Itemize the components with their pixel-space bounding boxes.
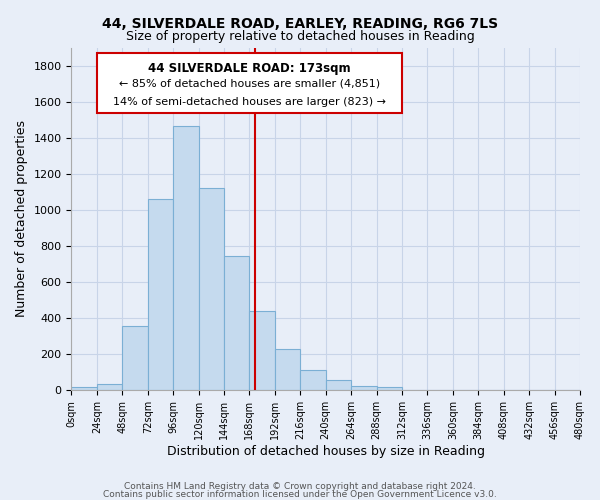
FancyBboxPatch shape [97, 53, 402, 114]
Text: Contains public sector information licensed under the Open Government Licence v3: Contains public sector information licen… [103, 490, 497, 499]
Text: 44, SILVERDALE ROAD, EARLEY, READING, RG6 7LS: 44, SILVERDALE ROAD, EARLEY, READING, RG… [102, 18, 498, 32]
Bar [250, 310, 275, 390]
Y-axis label: Number of detached properties: Number of detached properties [15, 120, 28, 317]
Bar [377, 388, 402, 390]
Bar [71, 388, 97, 390]
Bar [173, 126, 199, 390]
Bar [199, 188, 224, 390]
Text: ← 85% of detached houses are smaller (4,851): ← 85% of detached houses are smaller (4,… [119, 78, 380, 88]
Bar [300, 370, 326, 390]
Text: Size of property relative to detached houses in Reading: Size of property relative to detached ho… [125, 30, 475, 43]
Text: 14% of semi-detached houses are larger (823) →: 14% of semi-detached houses are larger (… [113, 98, 386, 108]
Bar [326, 380, 351, 390]
Bar [148, 199, 173, 390]
X-axis label: Distribution of detached houses by size in Reading: Distribution of detached houses by size … [167, 444, 485, 458]
Text: 44 SILVERDALE ROAD: 173sqm: 44 SILVERDALE ROAD: 173sqm [148, 62, 351, 74]
Bar [224, 256, 250, 390]
Text: Contains HM Land Registry data © Crown copyright and database right 2024.: Contains HM Land Registry data © Crown c… [124, 482, 476, 491]
Bar [122, 326, 148, 390]
Bar [97, 384, 122, 390]
Bar [275, 349, 300, 390]
Bar [351, 386, 377, 390]
